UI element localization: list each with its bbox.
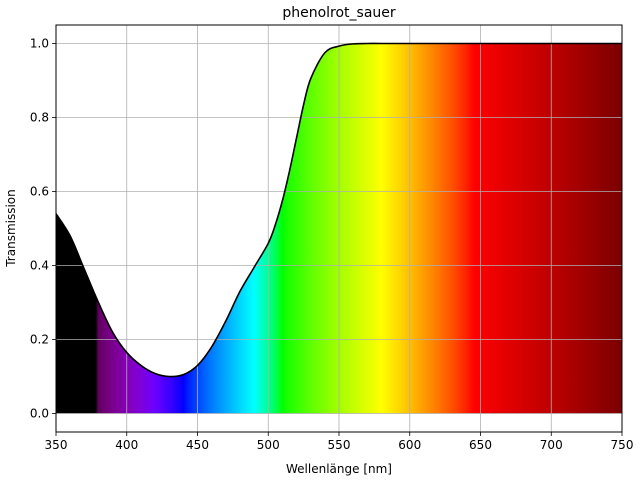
x-tick-label: 400 [115,438,138,452]
y-tick-label: 1.0 [30,37,49,51]
x-axis-ticks: 350 400 450 500 550 600 650 700 750 [45,432,634,452]
x-tick-label: 500 [257,438,280,452]
chart-title: phenolrot_sauer [282,5,396,21]
x-tick-label: 450 [186,438,209,452]
y-tick-label: 0.6 [30,185,49,199]
x-tick-label: 600 [398,438,421,452]
x-tick-label: 650 [469,438,492,452]
x-tick-label: 550 [328,438,351,452]
y-tick-label: 0.8 [30,111,49,125]
y-tick-label: 0.2 [30,333,49,347]
y-tick-label: 0.0 [30,407,49,421]
grid [55,25,623,432]
transmission-curve [55,42,622,378]
y-axis-ticks: 0.0 0.2 0.4 0.6 0.8 1.0 [30,37,56,421]
x-axis-label: Wellenlänge [nm] [286,462,392,476]
x-tick-label: 700 [540,438,563,452]
x-tick-label: 350 [45,438,68,452]
y-tick-label: 0.4 [30,259,49,273]
x-tick-label: 750 [611,438,634,452]
y-axis-label: Transmission [4,189,18,268]
